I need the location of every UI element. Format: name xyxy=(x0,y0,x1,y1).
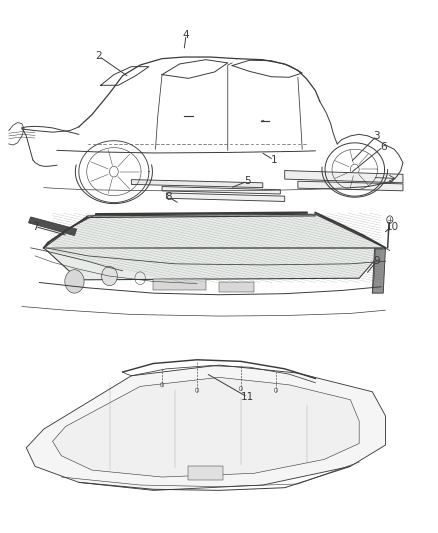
Polygon shape xyxy=(28,217,77,236)
Text: 6: 6 xyxy=(380,142,387,151)
Bar xyxy=(153,279,206,290)
Text: 7: 7 xyxy=(32,222,39,231)
Text: 10: 10 xyxy=(385,222,399,231)
Text: 11: 11 xyxy=(241,392,254,402)
Polygon shape xyxy=(44,214,385,280)
Bar xyxy=(219,282,254,292)
Polygon shape xyxy=(372,249,385,293)
Text: 3: 3 xyxy=(373,131,380,141)
Text: 5: 5 xyxy=(244,176,251,186)
Polygon shape xyxy=(166,193,285,201)
Text: 2: 2 xyxy=(95,51,102,61)
Circle shape xyxy=(102,266,117,286)
Text: 4: 4 xyxy=(183,30,190,39)
Bar xyxy=(188,466,223,480)
Polygon shape xyxy=(26,365,385,490)
Text: 9: 9 xyxy=(373,256,380,266)
Polygon shape xyxy=(53,377,359,477)
Circle shape xyxy=(65,270,84,293)
Polygon shape xyxy=(298,181,403,191)
Polygon shape xyxy=(285,171,403,183)
Text: 1: 1 xyxy=(270,155,277,165)
Polygon shape xyxy=(162,187,280,194)
Polygon shape xyxy=(131,180,263,188)
Text: 8: 8 xyxy=(165,192,172,202)
